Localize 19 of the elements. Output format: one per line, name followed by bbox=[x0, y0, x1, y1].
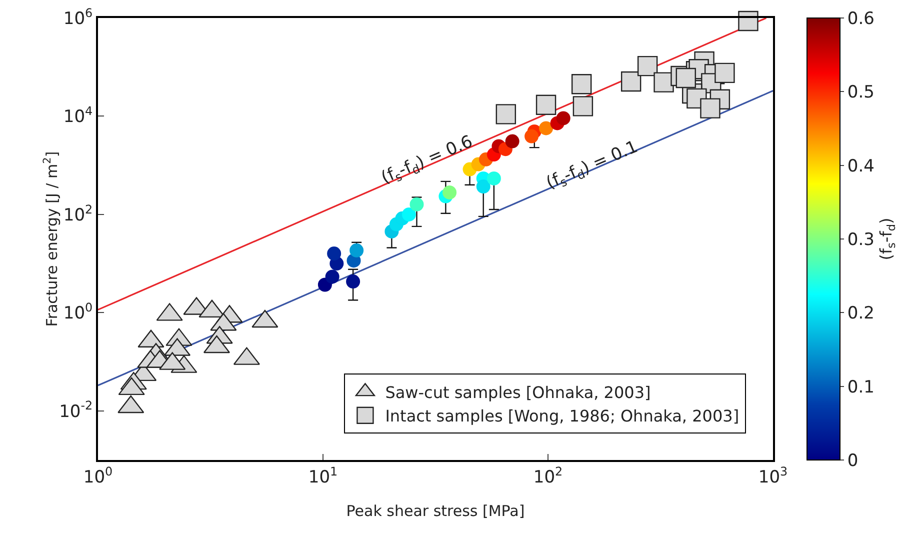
x-tick-label: 10$^{2}$ bbox=[533, 464, 563, 488]
y-tick-label: 10$^{4}$ bbox=[63, 104, 93, 128]
y-tick-label: 10$^{0}$ bbox=[63, 300, 93, 324]
x-tick-label: 10$^{1}$ bbox=[308, 464, 338, 488]
x-axis-title: Peak shear stress [MPa] bbox=[346, 502, 525, 520]
color-bar-label: 0.4 bbox=[847, 156, 874, 176]
y-tick-label: 10$^{6}$ bbox=[63, 6, 93, 29]
color-bar-label: 0.5 bbox=[847, 82, 874, 103]
color-bar-label: 0.1 bbox=[847, 377, 874, 398]
color-bar-label: 0 bbox=[847, 450, 858, 471]
y-tick-label: 10$^{-2}$ bbox=[59, 398, 93, 422]
color-bar-label: 0.3 bbox=[847, 230, 874, 250]
color-bar-label: 0.2 bbox=[847, 304, 874, 324]
x-tick-label: 10$^{3}$ bbox=[758, 464, 788, 488]
y-tick-label: 10$^{2}$ bbox=[63, 202, 93, 226]
x-tick-label: 10$^{0}$ bbox=[83, 464, 113, 488]
color-bar-label: 0.6 bbox=[847, 8, 874, 29]
legend-label: Intact samples [Wong, 1986; Ohnaka, 2003] bbox=[385, 406, 740, 426]
legend-label: Saw-cut samples [Ohnaka, 2003] bbox=[385, 382, 651, 402]
